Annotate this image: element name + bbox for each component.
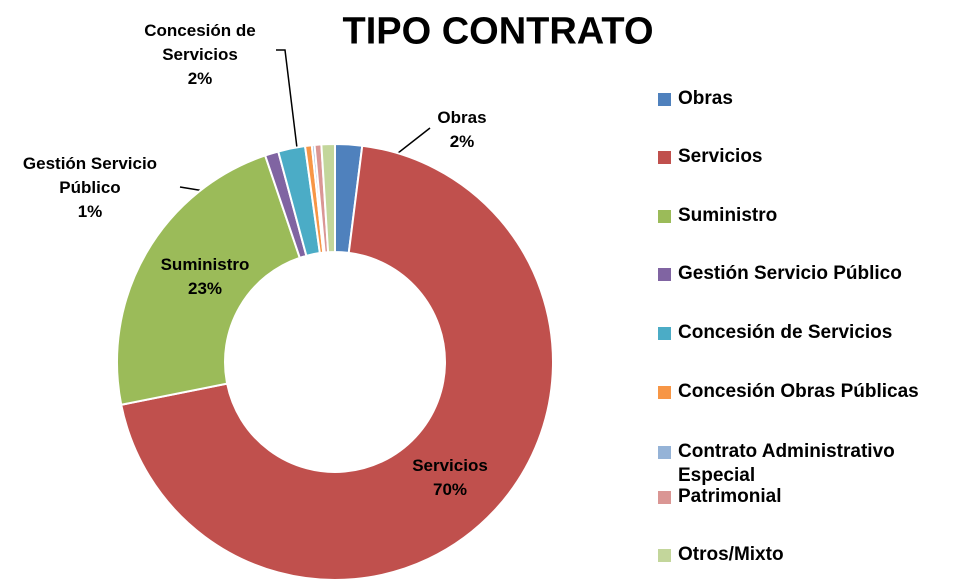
data-label-category: Concesión de Servicios xyxy=(144,21,256,64)
legend-swatch xyxy=(658,549,671,562)
data-label: Concesión de Servicios 2% xyxy=(125,19,275,91)
leader-line xyxy=(276,49,298,149)
legend-label: Concesión de Servicios xyxy=(678,322,893,343)
legend-swatch xyxy=(658,386,671,399)
legend-label: Gestión Servicio Público xyxy=(678,263,902,284)
data-label: Gestión Servicio Público 1% xyxy=(5,152,175,224)
data-label-category: Servicios xyxy=(412,456,488,475)
legend-label: Concesión Obras Públicas xyxy=(678,381,919,402)
data-label-value: 23% xyxy=(187,279,223,298)
data-label-value: 70% xyxy=(432,480,468,499)
data-label-value: 2% xyxy=(449,132,475,151)
legend-swatch xyxy=(658,446,671,459)
legend-label: Patrimonial xyxy=(678,486,782,507)
legend-swatch xyxy=(658,151,671,164)
data-label-value: 1% xyxy=(77,202,103,221)
legend-swatch xyxy=(658,210,671,223)
data-label: Suministro 23% xyxy=(145,253,265,301)
data-label-category: Obras xyxy=(437,108,487,127)
data-label-value: 2% xyxy=(187,69,213,88)
legend-label: Servicios xyxy=(678,146,763,167)
legend-swatch xyxy=(658,491,671,504)
data-label-category: Suministro xyxy=(160,255,250,274)
chart-title: TIPO CONTRATO xyxy=(342,10,654,53)
donut-slice xyxy=(320,142,336,254)
legend-label: Otros/Mixto xyxy=(678,544,784,565)
legend-label: Contrato Administrativo Especial xyxy=(678,441,895,486)
donut-slice xyxy=(120,144,554,581)
data-label: Servicios 70% xyxy=(390,454,510,502)
legend-swatch xyxy=(658,268,671,281)
legend-label: Obras xyxy=(678,88,733,109)
legend-swatch xyxy=(658,93,671,106)
legend-swatch xyxy=(658,327,671,340)
legend-label: Suministro xyxy=(678,205,778,226)
data-label: Obras 2% xyxy=(422,106,502,154)
data-label-category: Gestión Servicio Público xyxy=(22,154,158,197)
donut-slice xyxy=(116,154,302,406)
